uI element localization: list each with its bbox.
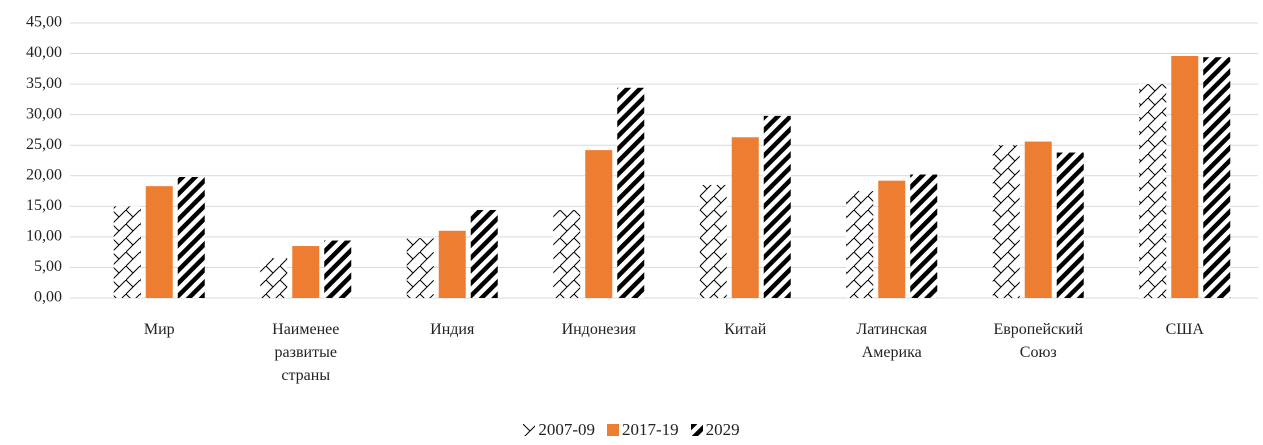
y-tick-label: 0,00	[34, 289, 62, 306]
x-tick-label: Латинская Америка	[856, 321, 928, 361]
bar	[406, 238, 434, 298]
x-tick-label: Китай	[724, 321, 767, 338]
x-tick-label: Наименее развитые страны	[272, 321, 340, 384]
bar	[699, 184, 727, 298]
y-tick-label: 35,00	[26, 75, 62, 92]
x-tick-label: Индонезия	[561, 321, 636, 338]
x-tick-label: США	[1165, 321, 1204, 338]
legend-label: 2007-09	[538, 420, 595, 439]
legend-swatch	[523, 424, 536, 436]
legend-item: 2029	[690, 420, 740, 440]
legend-swatch-fill	[690, 424, 703, 436]
legend-swatch-fill	[607, 424, 619, 436]
bar	[585, 150, 613, 298]
x-tick-label: Индия	[430, 321, 475, 338]
bar	[292, 246, 320, 298]
bar	[113, 206, 141, 298]
y-tick-label: 25,00	[26, 136, 62, 153]
x-tick-label: Мир	[143, 321, 175, 338]
y-tick-label: 45,00	[26, 14, 62, 31]
legend-label: 2017-19	[622, 420, 679, 439]
bar	[177, 177, 205, 298]
bar	[1024, 141, 1052, 298]
bar	[324, 240, 352, 298]
bar	[878, 180, 906, 298]
y-tick-label: 5,00	[34, 258, 62, 275]
bar	[992, 145, 1020, 298]
bar	[1171, 56, 1199, 298]
bar	[1139, 84, 1167, 298]
legend-item: 2017-19	[607, 420, 679, 440]
legend-label: 2029	[705, 420, 740, 439]
bar	[553, 210, 581, 298]
legend-item: 2007-09	[523, 420, 595, 440]
legend-swatch	[690, 424, 703, 436]
bar	[145, 186, 173, 298]
bar	[910, 174, 938, 298]
y-tick-label: 15,00	[26, 197, 62, 214]
y-tick-label: 40,00	[26, 44, 62, 61]
bar	[846, 191, 874, 298]
y-tick-label: 20,00	[26, 166, 62, 183]
bar	[438, 230, 466, 298]
bar	[1203, 57, 1231, 298]
bar	[1056, 152, 1084, 298]
legend-swatch	[607, 424, 619, 436]
legend-swatch-fill	[523, 424, 536, 436]
bar	[731, 137, 759, 298]
legend: 2007-09 2017-19 2029	[0, 420, 1263, 441]
y-tick-label: 10,00	[26, 228, 62, 245]
bar	[617, 87, 645, 299]
y-tick-label: 30,00	[26, 105, 62, 122]
bar	[470, 210, 498, 298]
bar	[260, 258, 288, 298]
x-tick-label: Европейский Союз	[993, 321, 1084, 361]
bar	[763, 115, 791, 298]
